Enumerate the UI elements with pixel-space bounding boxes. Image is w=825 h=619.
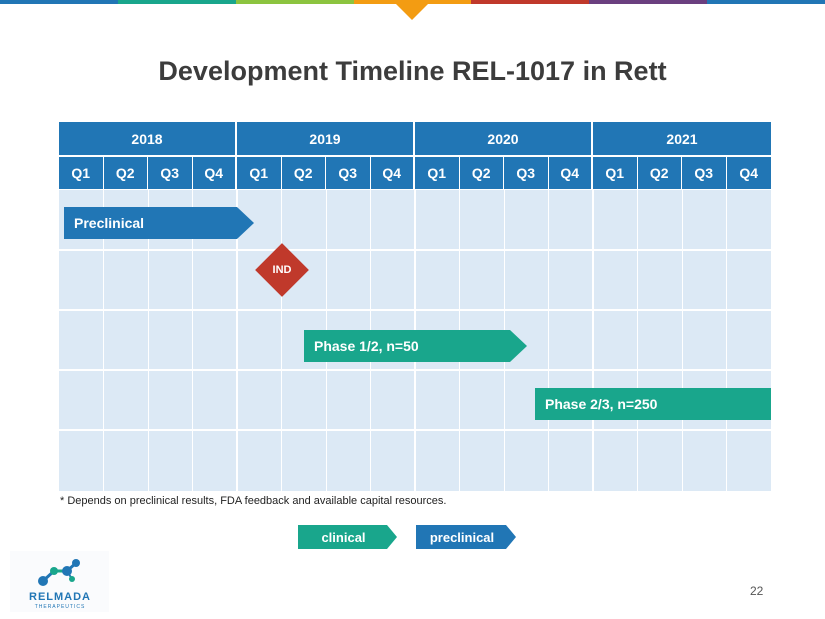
quarter-header-row: Q1 Q2 Q3 Q4 Q1 Q2 Q3 Q4 Q1 Q2 Q3 Q4 Q1 Q… (59, 157, 771, 189)
quarter-cell: Q4 (370, 157, 415, 189)
quarter-cell: Q4 (192, 157, 237, 189)
year-2019: 2019 (237, 122, 415, 155)
top-strip-segment-3 (235, 0, 354, 4)
grid-line (236, 190, 238, 491)
year-2020: 2020 (415, 122, 593, 155)
grid-line (548, 190, 549, 491)
phase23-bar: Phase 2/3, n=250 (535, 388, 771, 420)
grid-line (59, 429, 771, 431)
grid-line (148, 190, 149, 491)
phase12-bar: Phase 1/2, n=50 (304, 330, 527, 362)
quarter-cell: Q3 (326, 157, 371, 189)
grid-line (682, 190, 683, 491)
quarter-cell: Q3 (682, 157, 727, 189)
quarter-cell: Q2 (281, 157, 326, 189)
quarter-cell: Q3 (504, 157, 549, 189)
quarter-cell: Q3 (148, 157, 193, 189)
legend-preclinical: preclinical (416, 525, 516, 549)
logo-subtitle: THERAPEUTICS (34, 604, 86, 610)
grid-line (192, 190, 193, 491)
relmada-logo: RELMADA THERAPEUTICS (10, 551, 109, 612)
grid-line (59, 309, 771, 311)
top-strip-segment-4 (353, 0, 472, 4)
grid-line (59, 369, 771, 371)
quarter-cell: Q2 (459, 157, 504, 189)
slide-title: Development Timeline REL-1017 in Rett (158, 56, 667, 86)
ind-milestone-label: IND (272, 264, 292, 276)
grid-line (592, 190, 594, 491)
quarter-cell: Q1 (59, 157, 104, 189)
top-strip-segment-7 (707, 0, 825, 4)
grid-line (59, 249, 771, 251)
year-header-row: 2018 2019 2020 2021 (59, 122, 771, 155)
top-strip-segment-6 (589, 0, 708, 4)
top-strip-segment-2 (117, 0, 236, 4)
year-2021: 2021 (593, 122, 771, 155)
quarter-cell: Q1 (593, 157, 638, 189)
molecule-icon (38, 559, 80, 586)
legend-clinical: clinical (298, 525, 397, 549)
quarter-cell: Q2 (637, 157, 682, 189)
page-number: 22 (750, 584, 764, 598)
top-strip-segment-1 (0, 0, 118, 4)
grid-line (726, 190, 727, 491)
logo-wordmark: RELMADA (29, 591, 91, 603)
top-notch-triangle (396, 4, 428, 20)
quarter-cell: Q4 (548, 157, 593, 189)
year-2018: 2018 (59, 122, 237, 155)
quarter-cell: Q1 (237, 157, 282, 189)
top-color-strip (0, 0, 825, 4)
quarter-cell: Q4 (726, 157, 771, 189)
footnote: * Depends on preclinical results, FDA fe… (60, 495, 447, 507)
top-strip-segment-5 (471, 0, 590, 4)
grid-line (637, 190, 638, 491)
quarter-cell: Q2 (103, 157, 148, 189)
preclinical-bar: Preclinical (64, 207, 254, 239)
grid-line (103, 190, 104, 491)
quarter-cell: Q1 (415, 157, 460, 189)
timeline-grid: 2018 2019 2020 2021 Q1 Q2 Q3 Q4 Q1 Q2 Q3… (59, 122, 771, 491)
grid-line (281, 190, 282, 491)
